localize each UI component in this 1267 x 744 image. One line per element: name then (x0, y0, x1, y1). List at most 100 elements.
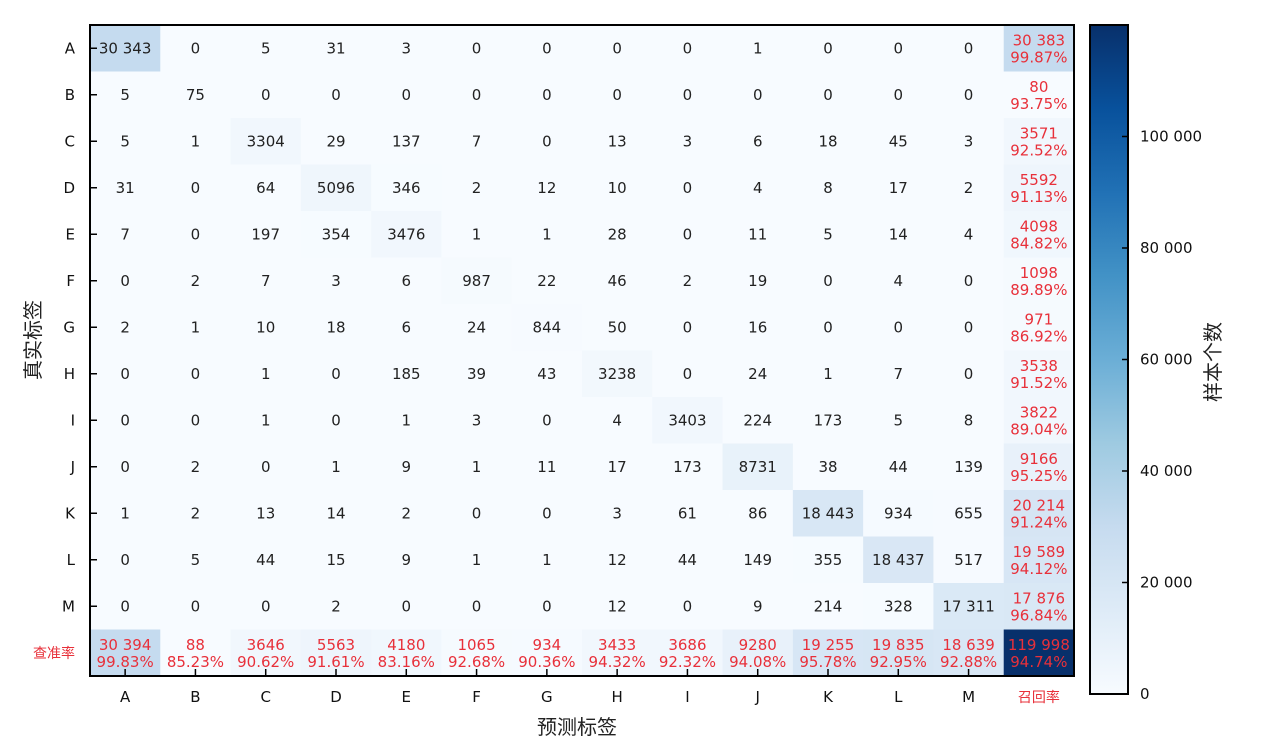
cell-value-r3-c1: 0 (191, 179, 201, 197)
heatmap-cell-r9-c10 (792, 443, 864, 491)
heatmap-cell-r6-c6 (511, 304, 583, 351)
heatmap-cell-r13-c10 (792, 629, 864, 677)
cell-value-r0-c8: 0 (683, 39, 693, 57)
cell-value-r12-c11: 328 (884, 597, 913, 615)
colorbar-tick-label-1: 20 000 (1140, 573, 1193, 591)
cell-value-r10-c10: 18 443 (802, 504, 855, 522)
cell-value-r10-c9: 86 (748, 504, 767, 522)
heatmap-cell-r7-c0 (90, 350, 161, 398)
cell-value-r3-c2: 64 (256, 179, 275, 197)
cell-value-r6-c10: 0 (823, 318, 833, 336)
x-tick-label-L: L (894, 688, 903, 706)
heatmap-cell-r7-c11 (863, 350, 934, 398)
heatmap-cell-r3-c1 (160, 164, 232, 212)
cell-value-r10-c2: 13 (256, 504, 275, 522)
x-tick-label-B: B (190, 688, 200, 706)
cell-value-r6-c8: 0 (683, 318, 693, 336)
cell-value-r10-c1: 2 (191, 504, 201, 522)
overall-accuracy-cell: 119 998 94.74% (1008, 636, 1070, 671)
cell-value-r2-c9: 6 (753, 132, 763, 150)
cell-value-r8-c8: 3403 (668, 411, 706, 429)
heatmap-cell-r13-c5 (441, 629, 513, 677)
cell-value-r1-c10: 0 (823, 86, 833, 104)
cell-value-r5-c5: 987 (462, 272, 491, 290)
x-tick-label-I: I (685, 688, 689, 706)
cell-value-r0-c4: 3 (402, 39, 412, 57)
cell-value-r9-c1: 2 (191, 458, 201, 476)
heatmap-cell-r13-c9 (722, 629, 794, 677)
heatmap-cell-r11-c7 (582, 536, 653, 584)
cell-value-r4-c6: 1 (542, 225, 552, 243)
heatmap-cell-r6-c1 (160, 304, 232, 351)
heatmap-cell-r4-c11 (863, 211, 934, 258)
cell-value-r5-c12: 0 (964, 272, 974, 290)
heatmap-cell-r10-c0 (90, 490, 161, 537)
cell-value-r8-c0: 0 (120, 411, 130, 429)
heatmap-cell-r6-c9 (722, 304, 794, 351)
heatmap-cell-r1-c2 (230, 71, 302, 119)
heatmap-cell-r9-c11 (863, 443, 934, 491)
heatmap-cell-r7-c10 (792, 350, 864, 398)
cell-value-r3-c9: 4 (753, 179, 763, 197)
heatmap-cell-r0-c9 (722, 25, 794, 72)
cell-value-r11-c2: 44 (256, 551, 275, 569)
heatmap-cell-r7-c3 (300, 350, 372, 398)
cell-value-r5-c7: 46 (608, 272, 627, 290)
heatmap-cell-r9-c12 (933, 443, 1005, 491)
heatmap-cell-r4-c2 (230, 211, 302, 258)
heatmap-cell-r2-c11 (863, 118, 934, 165)
cell-value-r0-c5: 0 (472, 39, 482, 57)
cell-value-r5-c6: 22 (537, 272, 556, 290)
heatmap-cell-r1-c7 (582, 71, 653, 119)
precision-cell-C: 3646 90.62% (237, 636, 294, 671)
y-tick-label-G: G (63, 318, 75, 336)
cell-value-r4-c3: 354 (322, 225, 351, 243)
heatmap-cell-r2-c5 (441, 118, 513, 165)
y-tick-label-K: K (65, 504, 76, 522)
heatmap-cell-r1-c4 (371, 71, 442, 119)
cell-value-r12-c4: 0 (402, 597, 412, 615)
cell-value-r11-c6: 1 (542, 551, 552, 569)
heatmap-cell-r3-c12 (933, 164, 1005, 212)
recall-cell-I: 3822 89.04% (1010, 403, 1067, 438)
cell-value-r1-c1: 75 (186, 86, 205, 104)
cell-value-r7-c0: 0 (120, 365, 130, 383)
heatmap-cell-r6-c12 (933, 304, 1005, 351)
heatmap-cell-r4-c5 (441, 211, 513, 258)
cell-value-r12-c10: 214 (814, 597, 843, 615)
heatmap-cell-r9-c9 (722, 443, 794, 491)
cell-value-r5-c0: 0 (120, 272, 130, 290)
cell-value-r7-c5: 39 (467, 365, 486, 383)
recall-cell-D: 5592 91.13% (1010, 171, 1067, 206)
heatmap-cell-r12-c4 (371, 583, 442, 630)
cell-value-r3-c8: 0 (683, 179, 693, 197)
heatmap-cell-r9-c2 (230, 443, 302, 491)
colorbar-tick-label-5: 100 000 (1140, 127, 1202, 145)
heatmap-cell-r12-c0 (90, 583, 161, 630)
cell-value-r8-c2: 1 (261, 411, 271, 429)
heatmap-cell-r11-c11 (863, 536, 934, 584)
cell-value-r7-c2: 1 (261, 365, 271, 383)
recall-cell-G: 971 86.92% (1010, 310, 1067, 345)
heatmap-cell-r4-c1 (160, 211, 232, 258)
cell-value-r9-c4: 9 (402, 458, 412, 476)
heatmap-cell-r13-c8 (652, 629, 724, 677)
y-tick-label-D: D (63, 179, 75, 197)
cell-value-r10-c6: 0 (542, 504, 552, 522)
heatmap-cell-r5-c2 (230, 257, 302, 305)
recall-cell-H: 3538 91.52% (1010, 357, 1067, 392)
cell-value-r0-c0: 30 343 (99, 39, 152, 57)
precision-cell-D: 5563 91.61% (307, 636, 364, 671)
heatmap-cell-r4-c13 (1003, 211, 1075, 258)
heatmap-cell-r8-c1 (160, 397, 232, 444)
cell-value-r12-c12: 17 311 (942, 597, 995, 615)
cell-value-r3-c10: 8 (823, 179, 833, 197)
cell-value-r1-c2: 0 (261, 86, 271, 104)
heatmap-cell-r7-c5 (441, 350, 513, 398)
cell-value-r4-c7: 28 (608, 225, 627, 243)
cell-value-r7-c1: 0 (191, 365, 201, 383)
recall-cell-M: 17 876 96.84% (1010, 589, 1067, 624)
heatmap-cell-r12-c9 (722, 583, 794, 630)
